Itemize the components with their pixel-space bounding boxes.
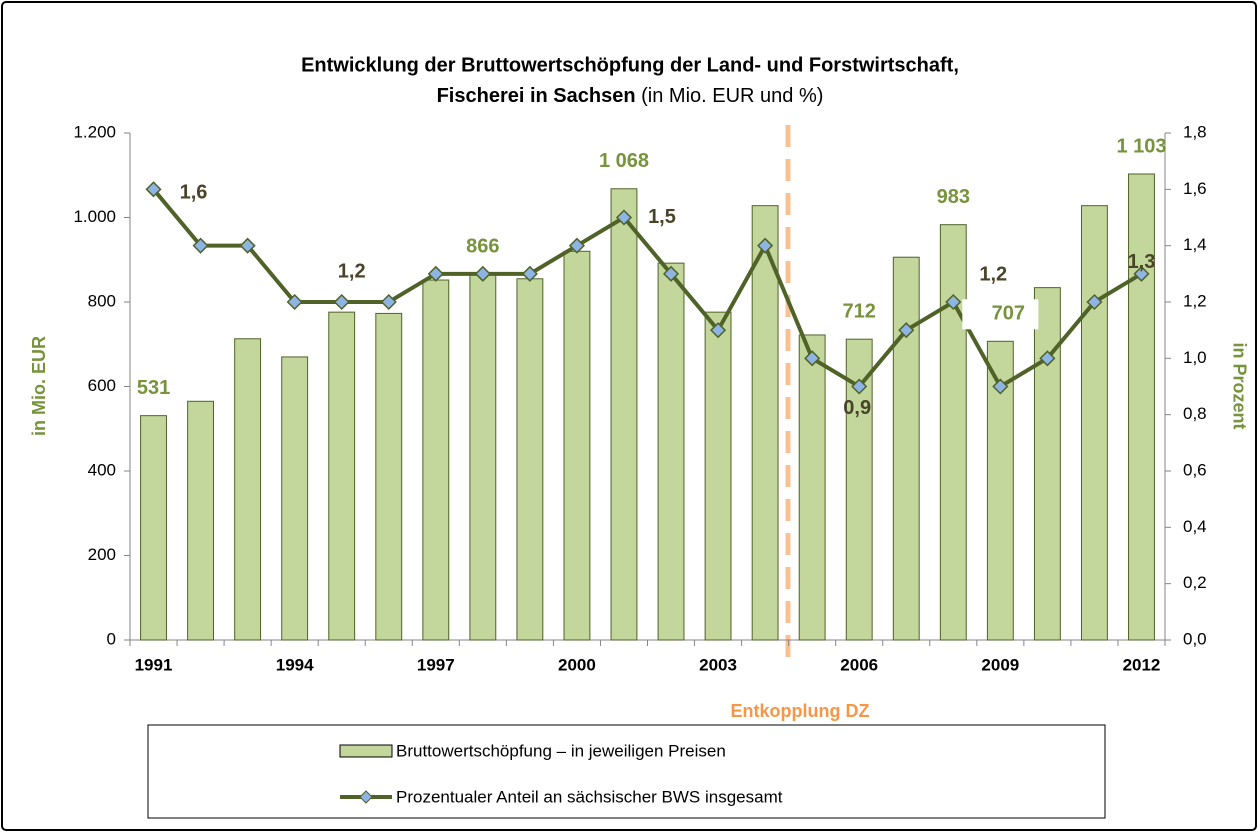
y2-tick-label: 1,6 [1183,179,1207,198]
y2-tick-label: 0,4 [1183,517,1207,536]
bar [657,262,685,641]
line-value-label: 0,9 [843,397,871,419]
annotation: Entkopplung DZ [731,701,870,721]
bar [1128,173,1155,641]
marker [427,265,444,282]
marker [615,209,633,226]
line-value-label: 1,2 [338,260,366,282]
y2-tick-label: 1,8 [1183,122,1207,141]
marker [474,265,491,282]
x-tick-label: 1994 [276,655,314,674]
bar-value-label: 866 [466,235,499,257]
marker [380,293,397,311]
marker [145,181,162,198]
bar [751,205,779,641]
legend [147,724,1106,819]
x-tick-label: 2012 [1123,655,1161,674]
line-value-label: 1,3 [1128,251,1156,273]
bar-value-label: 707 [992,303,1025,325]
chart-title: Entwicklung der Bruttowertschöpfung der … [301,54,959,76]
marker [1086,293,1103,311]
x-tick-label: 1997 [417,655,455,674]
line-value-label: 1,6 [180,182,208,204]
marker [804,350,821,367]
bar [281,356,309,641]
y2-tick-label: 1,0 [1183,348,1207,367]
marker [1039,350,1056,367]
x-tick-label: 2000 [558,655,596,674]
bar-value-label: 1 068 [599,150,649,172]
bar-value-label: 983 [937,186,970,208]
marker [521,265,538,282]
bar [375,312,403,641]
bar [798,334,826,641]
y2-axis-label: in Prozent [1229,342,1249,429]
bar [422,279,450,641]
y2-tick-label: 1,4 [1183,235,1207,254]
marker [239,237,256,254]
marker [992,378,1009,395]
bar-value-label: 531 [137,377,170,399]
legend-label: Bruttowertschöpfung – in jeweiligen Prei… [396,741,726,760]
line-value-label: 1,5 [648,206,676,228]
marker [662,265,680,282]
y2-tick-label: 0,0 [1183,629,1207,648]
y-tick-label: 1.000 [73,207,116,226]
y2-tick-label: 0,6 [1183,460,1207,479]
line-value-label: 1,2 [979,263,1007,285]
y-tick-label: 600 [88,376,116,395]
marker [1133,265,1150,282]
chart-title-bold: Fischerei in Sachsen [437,85,636,107]
chart-title: Fischerei in Sachsen (in Mio. EUR und %) [437,85,824,107]
line [151,188,1143,390]
marker [898,322,915,339]
marker [945,293,962,311]
bar [140,415,167,641]
marker [851,378,868,395]
legend-swatch [339,744,393,758]
x-tick-label: 2003 [699,655,737,674]
y2-tick-label: 0,8 [1183,404,1207,423]
y2-tick-label: 1,2 [1183,291,1207,310]
bar [234,338,262,641]
y-tick-label: 1.200 [73,122,116,141]
y-tick-label: 800 [88,291,116,310]
label-bg [962,299,1039,330]
marker [568,237,585,254]
bar [1033,287,1061,641]
bar-value-label: 712 [843,300,876,322]
x-tick-label: 2009 [981,655,1019,674]
bar [516,278,544,641]
legend-label: Prozentualer Anteil an sächsischer BWS i… [396,787,783,806]
bar [1080,205,1108,641]
y-tick-label: 200 [88,545,116,564]
y-axis-label: in Mio. EUR [29,336,49,436]
marker [286,293,303,311]
bar [187,400,215,641]
bar [892,256,920,641]
marker [757,237,774,254]
bar [704,311,732,641]
chart-title-unit: (in Mio. EUR und %) [641,85,823,107]
y2-tick-label: 0,2 [1183,573,1207,592]
marker [333,293,350,311]
bar [328,311,356,641]
legend-marker [359,790,373,804]
marker [710,322,727,339]
x-tick-label: 1991 [135,655,173,674]
bar [610,188,638,641]
bar [939,224,967,641]
bar-value-label: 1 103 [1116,135,1166,157]
bar [469,273,497,641]
bar [563,250,591,641]
y-tick-label: 0 [107,629,116,648]
marker [192,237,209,254]
x-tick-label: 2006 [840,655,878,674]
y-tick-label: 400 [88,460,116,479]
